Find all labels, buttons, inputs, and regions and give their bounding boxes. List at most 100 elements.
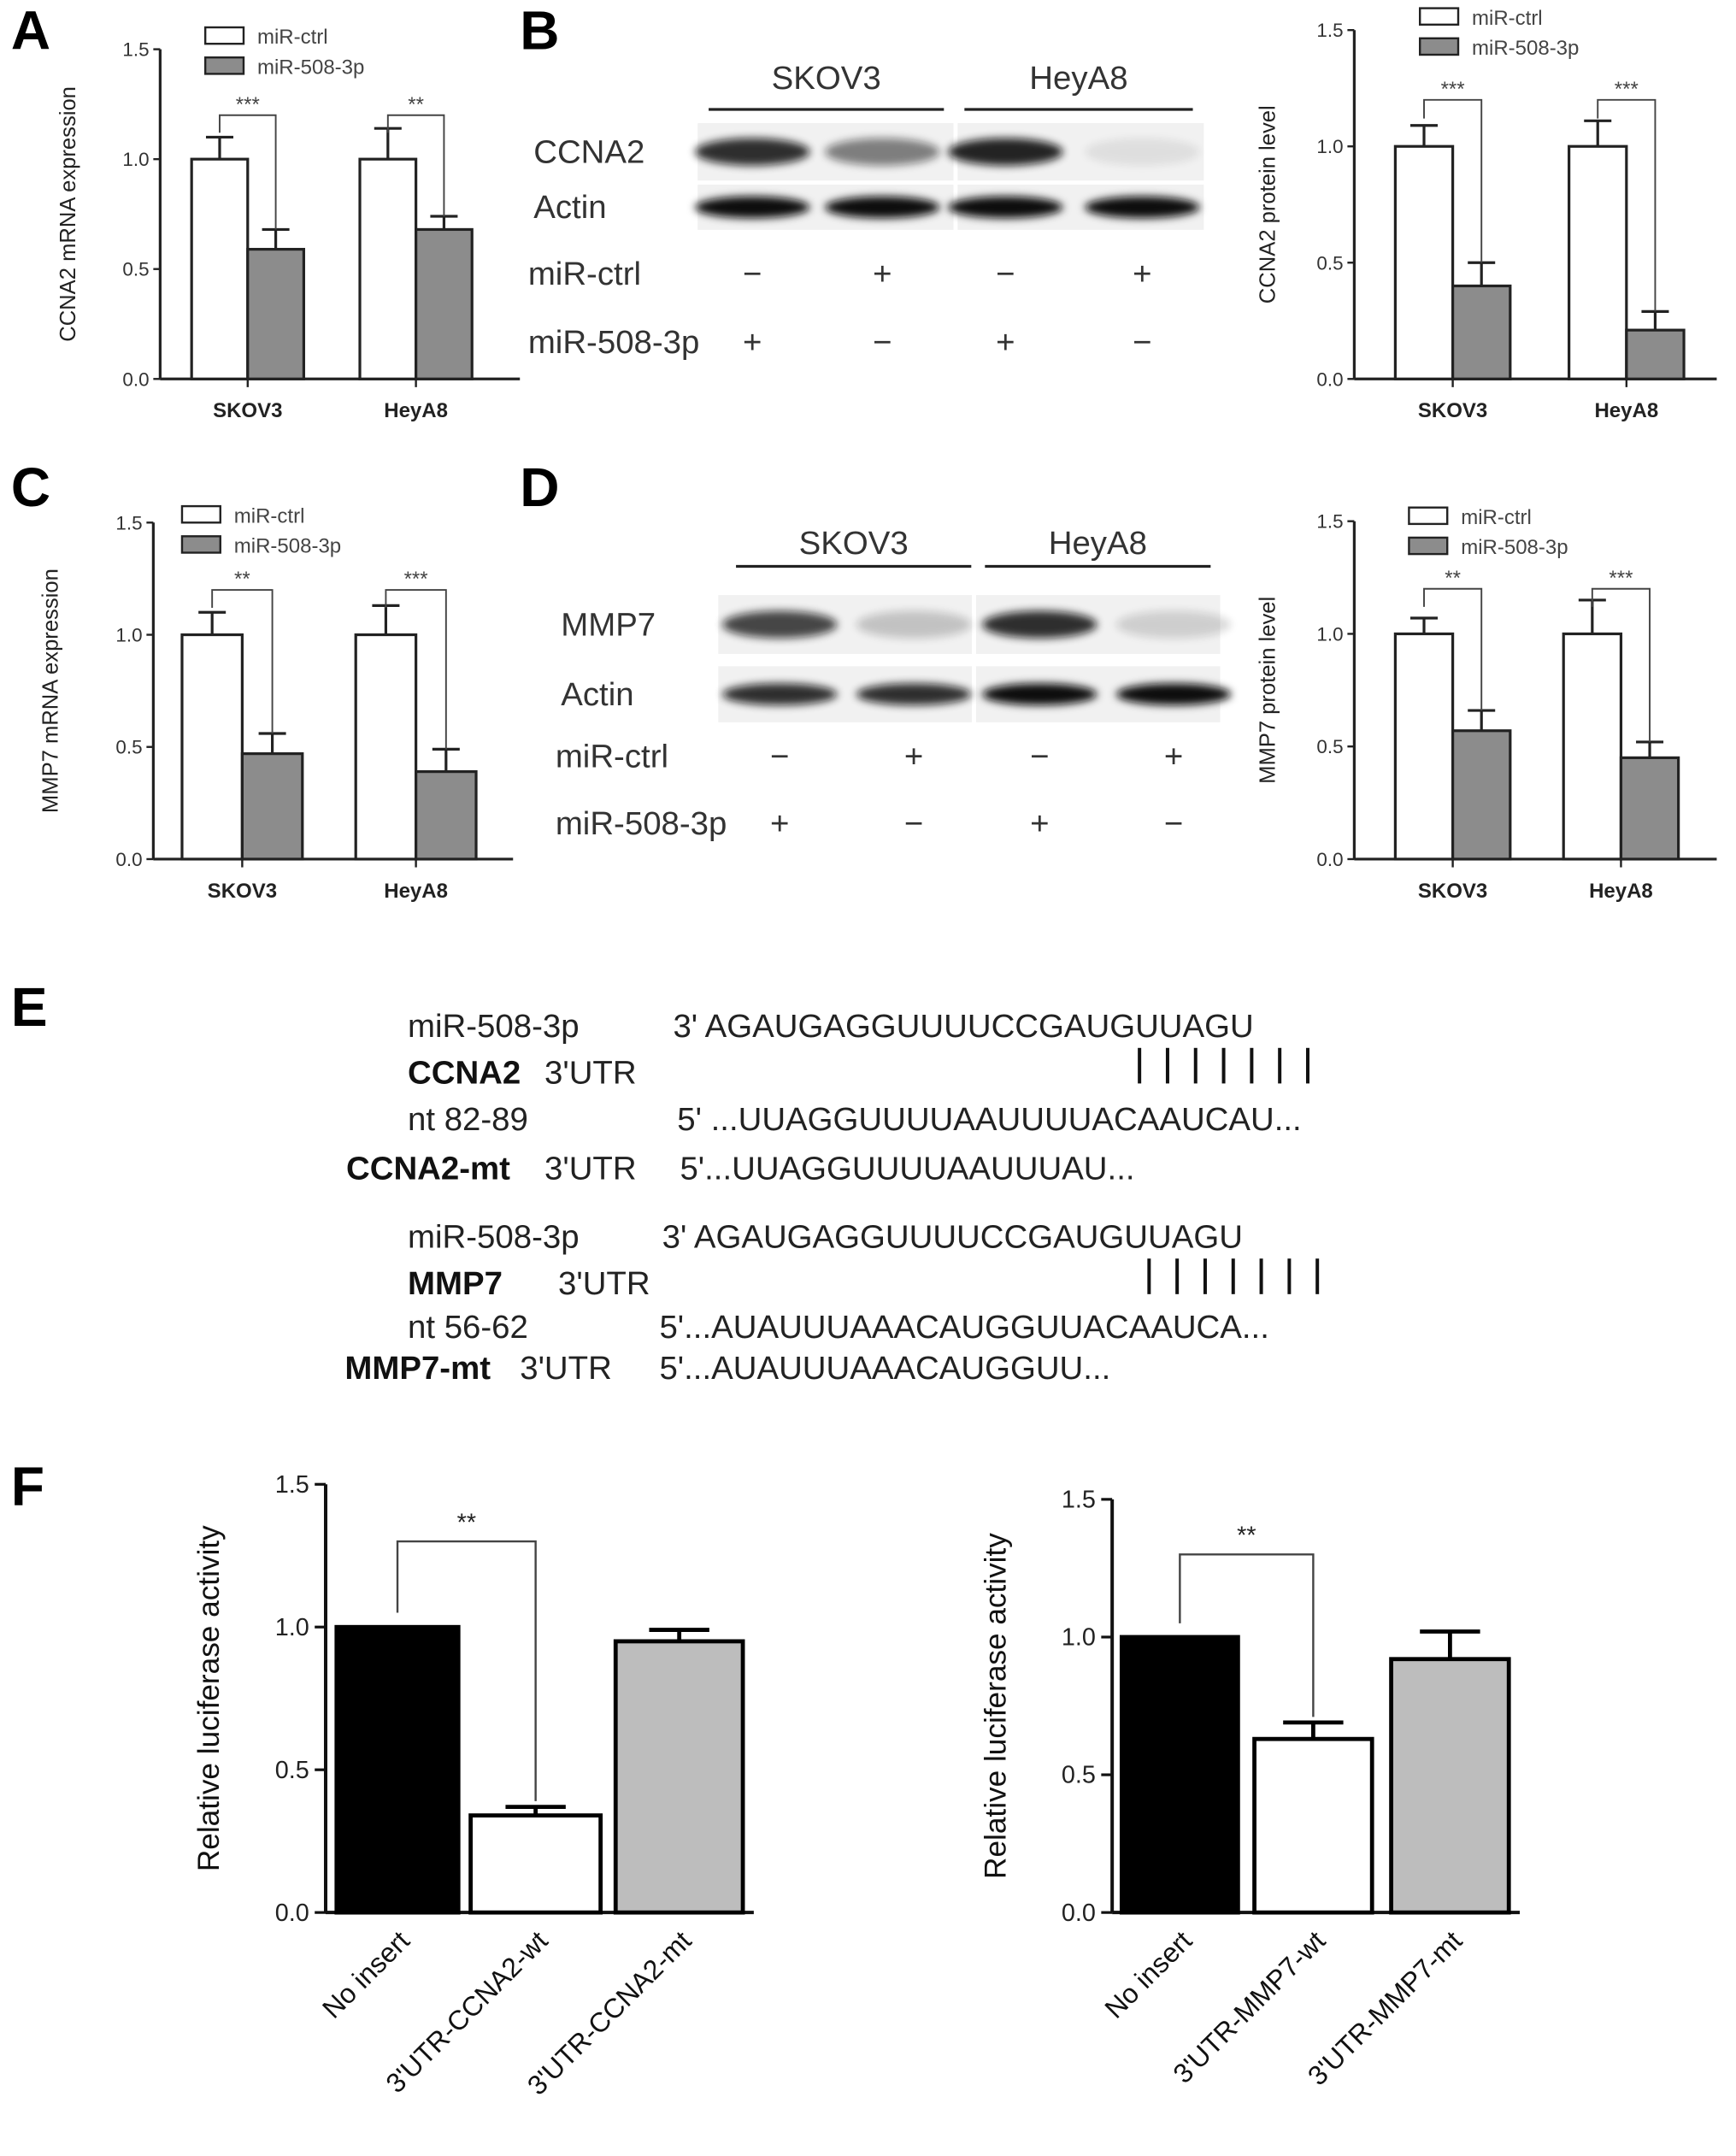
y-tick-label: 1.5 <box>1316 20 1343 41</box>
panel-label-c: C <box>11 457 50 518</box>
significance-bracket <box>1597 98 1657 312</box>
x-tick-label: HeyA8 <box>384 880 448 903</box>
significance-bracket <box>1179 1553 1315 1717</box>
y-tick-label: 1.0 <box>1062 1624 1096 1652</box>
y-tick-label: 0.5 <box>1316 736 1343 757</box>
gene-label: MMP7 <box>408 1265 503 1302</box>
mirna-label: miR-508-3p <box>408 1218 580 1255</box>
y-tick-label: 0.0 <box>1062 1900 1096 1927</box>
treatment-sign: + <box>904 739 923 775</box>
y-axis-label: Relative luciferase activity <box>979 1533 1012 1879</box>
x-tick-label: No insert <box>316 1925 415 2024</box>
mutant-gene-label: MMP7-mt <box>344 1350 491 1387</box>
significance-marker: ** <box>1237 1523 1256 1550</box>
protein-band <box>722 683 838 705</box>
x-tick-label: HeyA8 <box>384 399 448 422</box>
significance-bracket <box>211 589 274 733</box>
nucleotide-position: nt 56-62 <box>408 1309 528 1346</box>
bar <box>1451 284 1512 380</box>
y-axis-label: CCNA2 mRNA expression <box>56 86 80 342</box>
legend-label: miR-508-3p <box>257 56 364 79</box>
cell-line-header: HeyA8 <box>1029 60 1127 97</box>
mutant-gene-label: CCNA2-mt <box>346 1150 510 1187</box>
bar <box>1619 756 1680 861</box>
y-tick-label: 1.0 <box>1316 623 1343 645</box>
treatment-sign: + <box>873 256 892 292</box>
blot-row-label: Actin <box>561 676 633 713</box>
protein-band <box>982 683 1098 705</box>
significance-marker: ** <box>408 93 424 116</box>
bar <box>1393 144 1455 380</box>
y-axis-label: MMP7 protein level <box>1256 597 1280 784</box>
cell-line-header: HeyA8 <box>1049 525 1147 562</box>
cell-line-header: SKOV3 <box>772 60 881 97</box>
panel-label-e: E <box>11 976 48 1038</box>
protein-band <box>1085 196 1200 219</box>
significance-bracket <box>396 1540 537 1801</box>
bar <box>246 247 305 380</box>
bar <box>1252 1736 1374 1915</box>
cell-line-header: SKOV3 <box>799 525 909 562</box>
utr-label: 3'UTR <box>558 1265 650 1302</box>
x-tick-label: HeyA8 <box>1589 880 1653 903</box>
y-axis-label: MMP7 mRNA expression <box>38 568 62 813</box>
bar <box>1568 144 1628 380</box>
panel-label-d: D <box>520 457 559 518</box>
legend-swatch <box>203 26 245 45</box>
y-tick-label: 1.5 <box>275 1471 309 1499</box>
y-axis-label: CCNA2 protein level <box>1256 105 1280 303</box>
significance-bracket <box>219 114 277 230</box>
x-tick-label: No insert <box>1098 1925 1198 2024</box>
significance-marker: ** <box>1445 567 1461 590</box>
y-tick-label: 0.5 <box>275 1757 309 1784</box>
bar <box>415 770 478 861</box>
treatment-label: miR-ctrl <box>556 739 668 775</box>
legend-swatch <box>1408 506 1449 526</box>
y-tick-label: 0.5 <box>1316 252 1343 274</box>
treatment-sign: + <box>1133 256 1151 292</box>
y-tick-label: 0.0 <box>275 1900 309 1927</box>
bar <box>1393 632 1455 861</box>
y-tick-label: 1.5 <box>1316 511 1343 533</box>
legend-swatch <box>1419 7 1460 27</box>
legend-label: miR-ctrl <box>257 26 328 49</box>
blot-row-label: MMP7 <box>561 606 656 643</box>
nucleotide-position: nt 82-89 <box>408 1101 528 1138</box>
significance-marker: *** <box>236 93 260 116</box>
significance-marker: *** <box>1441 78 1465 101</box>
x-tick-label: SKOV3 <box>213 399 282 422</box>
treatment-sign: − <box>873 324 892 361</box>
y-tick-label: 0.5 <box>115 737 142 758</box>
protein-band <box>856 683 972 705</box>
panel-label-f: F <box>11 1455 44 1517</box>
bar <box>1389 1657 1511 1915</box>
significance-bracket <box>386 114 445 217</box>
protein-band <box>1115 610 1232 639</box>
treatment-sign: + <box>996 324 1015 361</box>
protein-band <box>695 196 810 219</box>
protein-band <box>825 138 940 166</box>
treatment-sign: − <box>1133 324 1151 361</box>
y-tick-label: 0.5 <box>1062 1762 1096 1789</box>
y-tick-label: 1.5 <box>115 512 142 533</box>
legend-swatch <box>180 504 221 524</box>
bar <box>1119 1635 1240 1915</box>
treatment-sign: − <box>743 256 762 292</box>
significance-bracket <box>1423 587 1483 711</box>
bar <box>240 752 304 861</box>
legend-label: miR-508-3p <box>1461 536 1568 559</box>
mirna-label: miR-508-3p <box>408 1008 580 1045</box>
bar <box>180 633 244 861</box>
significance-bracket <box>1423 98 1483 263</box>
treatment-sign: − <box>770 739 789 775</box>
legend-label: miR-ctrl <box>234 504 305 527</box>
bar <box>190 157 250 380</box>
treatment-sign: − <box>1164 805 1183 842</box>
x-tick-label: HeyA8 <box>1594 399 1658 422</box>
protein-band <box>982 610 1098 639</box>
bar <box>354 633 418 861</box>
wildtype-sequence: 5'...AUAUUUAAACAUGGUUACAAUCA... <box>659 1309 1268 1346</box>
legend-label: miR-ctrl <box>1461 506 1532 529</box>
bar <box>1625 328 1686 380</box>
